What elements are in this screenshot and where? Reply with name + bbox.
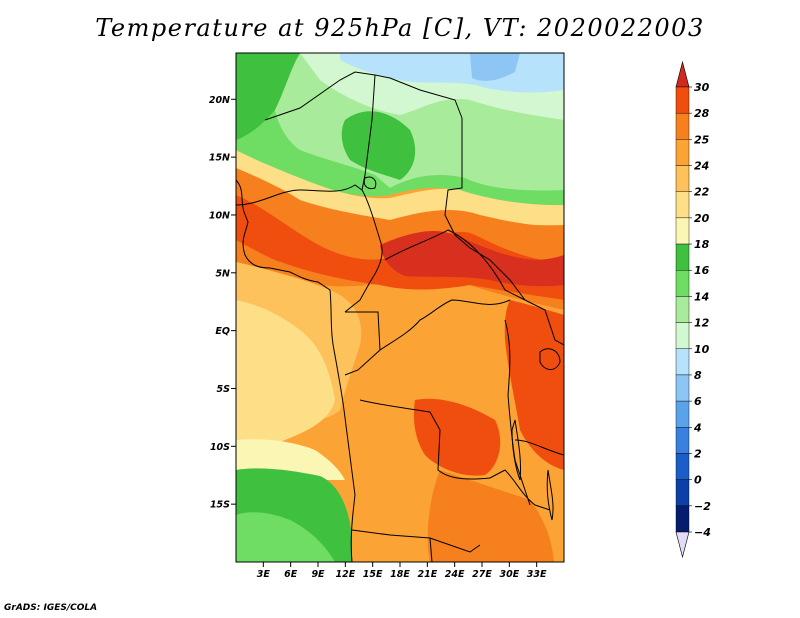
colorbar-swatch	[675, 322, 690, 349]
border-gabon	[344, 311, 381, 376]
colorbar-label: 24	[694, 160, 709, 173]
colorbar-label: 20	[694, 212, 710, 225]
colorbar-label: 22	[694, 186, 710, 199]
border-drc-angola	[359, 399, 506, 480]
colorbar-swatch	[675, 165, 690, 192]
temperature-field	[236, 53, 564, 562]
coastline-west	[236, 179, 356, 562]
border-east-lakes	[504, 319, 531, 506]
colorbar-label: 8	[694, 369, 702, 382]
border-car	[384, 229, 526, 301]
colorbar-swatch	[675, 479, 690, 507]
lat-tick-label: 20N	[209, 95, 230, 106]
field-southwest-lightgreen	[236, 512, 335, 562]
border-zambia	[504, 469, 551, 511]
colorbar-swatch	[675, 86, 690, 114]
colorbar-swatch	[675, 270, 690, 297]
field-sahel-max	[380, 230, 564, 287]
lon-tick-label: 9E	[311, 569, 325, 580]
colorbar-swatch	[675, 191, 690, 219]
colorbar-swatch	[675, 243, 690, 271]
lat-tick-label: 10S	[210, 442, 230, 453]
colorbar-swatch	[675, 427, 690, 454]
colorbar-swatch	[675, 296, 690, 323]
lon-tick-label: 21E	[417, 569, 437, 580]
lon-tick-label: 30E	[499, 569, 519, 580]
colorbar-label: 25	[694, 133, 710, 146]
colorbar-label: 28	[694, 107, 710, 120]
colorbar-label: 30	[694, 81, 710, 94]
lon-tick-label: 33E	[527, 569, 547, 580]
border-nigeria-east	[344, 189, 383, 313]
colorbar-swatch	[675, 505, 690, 533]
border-angola-namibia	[351, 529, 481, 553]
colorbar-swatch	[675, 374, 690, 402]
field-central-hot	[413, 398, 501, 476]
lon-tick-label: 27E	[472, 569, 492, 580]
border-congo-drc	[379, 299, 511, 351]
lon-tick-label: 24E	[445, 569, 465, 580]
border-sahel-west	[236, 184, 363, 206]
lon-tick-label: 15E	[363, 569, 383, 580]
colorbar-swatch	[675, 217, 690, 245]
colorbar-label: −2	[694, 500, 711, 513]
credit-text: GrADS: IGES/COLA	[4, 603, 98, 613]
colorbar-swatch	[675, 112, 690, 140]
chart-title: Temperature at 925hPa [C], VT: 202002200…	[95, 14, 705, 42]
lake-victoria	[539, 348, 561, 370]
border-uganda-kenya	[524, 299, 564, 346]
lon-tick-label: 6E	[284, 569, 298, 580]
border-chad-sudan	[444, 118, 526, 301]
longitude-axis: 3E 6E 9E 12E 15E 18E 21E 24E 27E 30E 33E	[257, 562, 547, 580]
lat-tick-label: 15N	[209, 153, 230, 164]
colorbar-label: 18	[694, 238, 710, 251]
field-northwest-green	[236, 53, 300, 140]
lake-malawi	[546, 469, 554, 521]
latitude-axis: 20N 15N 10N 5N EQ 5S 10S 15S	[209, 95, 236, 511]
lon-tick-label: 18E	[390, 569, 410, 580]
colorbar-label: −4	[694, 526, 711, 539]
colorbar-bottom-arrow	[675, 531, 690, 559]
colorbar-swatch	[675, 139, 690, 166]
colorbar-swatch	[675, 348, 690, 376]
colorbar-label: 10	[694, 343, 710, 356]
colorbar-label: 12	[694, 317, 710, 330]
lake-tanganyika	[511, 419, 521, 481]
colorbar-label: 16	[694, 264, 710, 277]
colorbar-label: 14	[694, 290, 709, 303]
colorbar-top-arrow	[675, 60, 690, 88]
field-north-blue	[470, 53, 520, 81]
lat-tick-label: 10N	[209, 210, 230, 221]
lat-tick-label: EQ	[215, 326, 230, 337]
lat-tick-label: 15S	[210, 500, 230, 511]
border-tanzania	[514, 439, 564, 456]
lon-tick-label: 12E	[335, 569, 355, 580]
field-coastal-pale	[236, 300, 335, 458]
border-chad-niger	[361, 74, 376, 191]
border-namibia-botswana	[429, 537, 433, 562]
country-borders	[236, 71, 564, 562]
lat-tick-label: 5N	[215, 268, 230, 279]
lon-tick-label: 3E	[257, 569, 271, 580]
colorbar-label: 2	[694, 447, 702, 460]
lake-chad	[363, 176, 377, 189]
field-center-green	[341, 111, 416, 180]
colorbar-label: 4	[693, 421, 702, 434]
lat-tick-label: 5S	[217, 384, 231, 395]
colorbar-label: 6	[694, 395, 702, 408]
colorbar-swatch	[675, 453, 690, 480]
colorbar-swatch	[675, 400, 690, 428]
colorbar-label: 0	[694, 474, 702, 487]
field-east-hot	[504, 300, 564, 470]
field-southeast-orange	[427, 470, 554, 562]
